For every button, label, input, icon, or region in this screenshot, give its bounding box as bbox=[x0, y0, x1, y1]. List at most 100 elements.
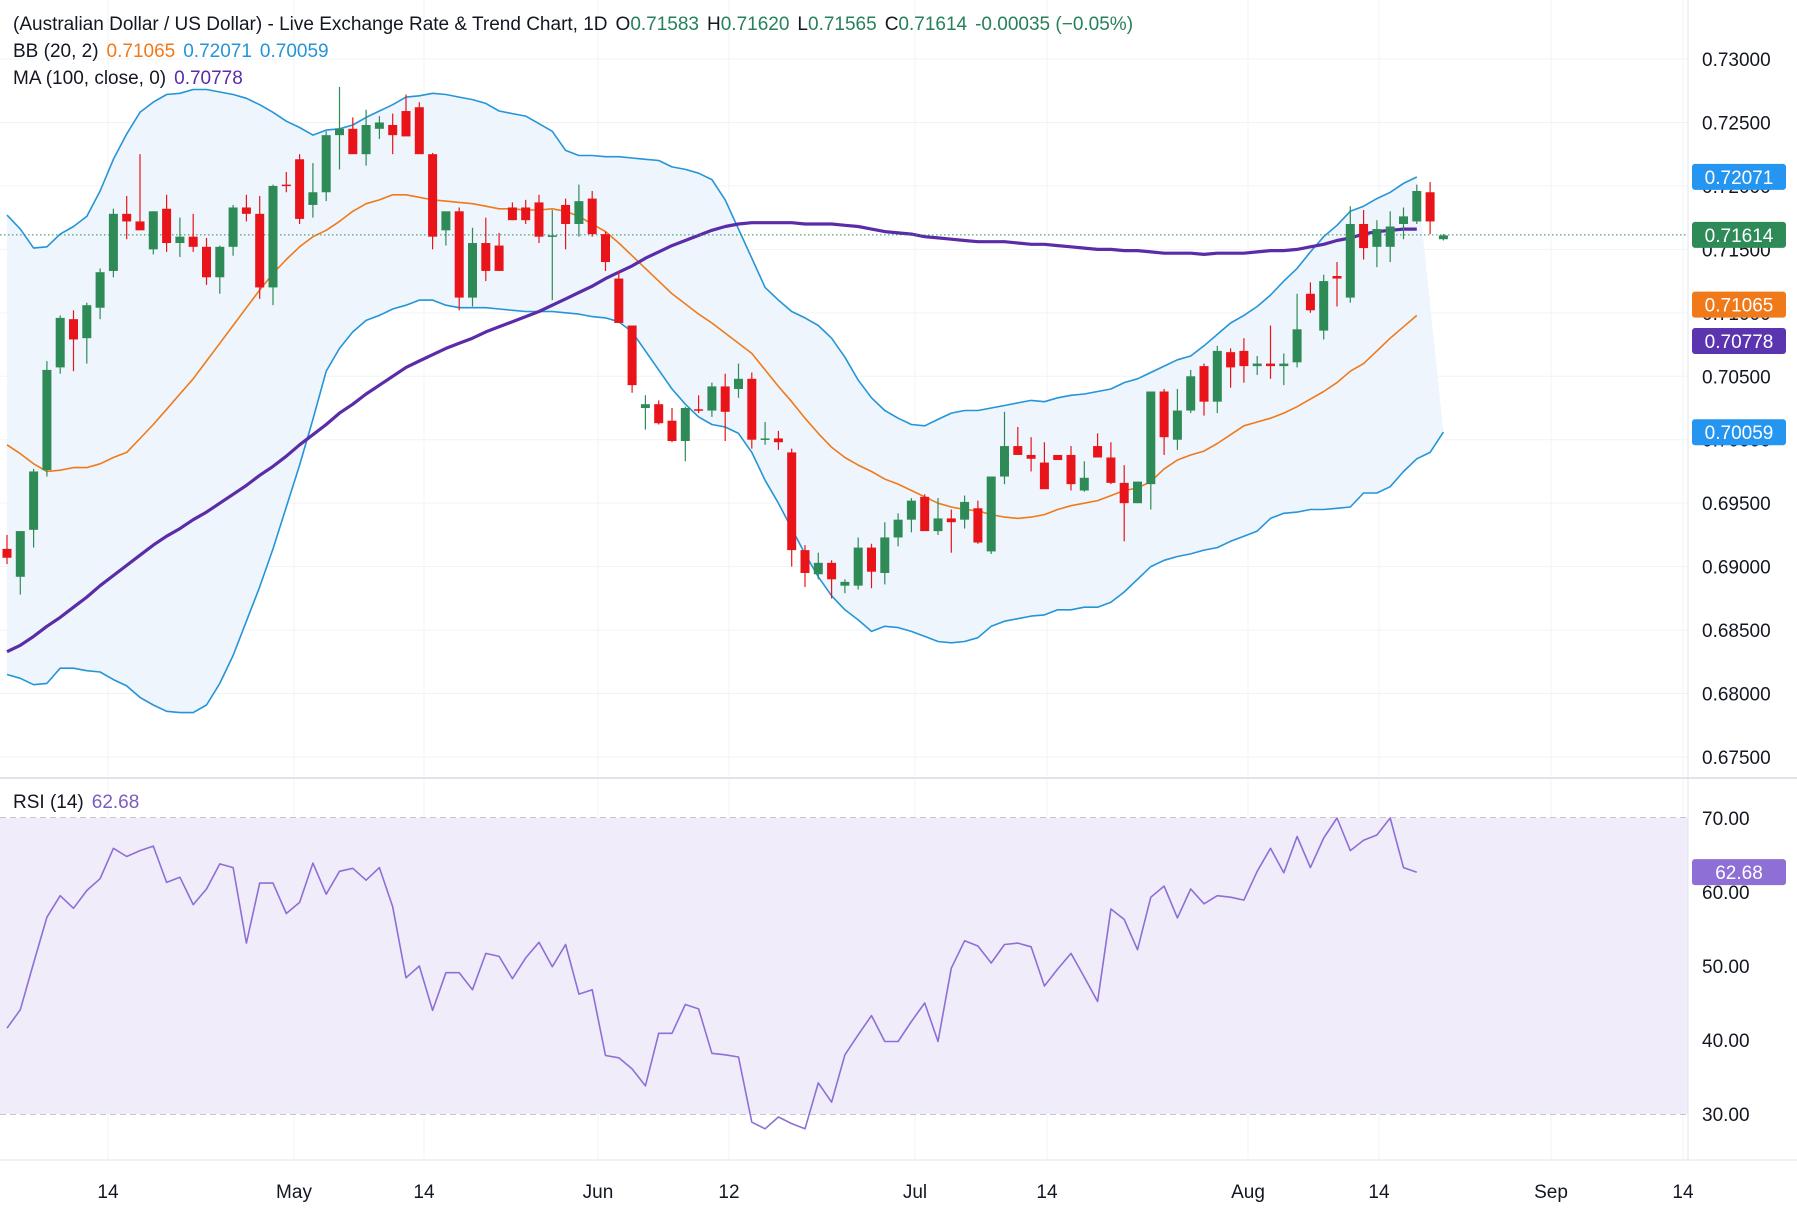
candle-body bbox=[986, 476, 996, 552]
candle-body bbox=[800, 550, 810, 573]
candle bbox=[481, 217, 491, 282]
candle-body bbox=[960, 501, 970, 520]
candle-body bbox=[614, 278, 624, 323]
candle bbox=[534, 194, 544, 244]
candle bbox=[1266, 325, 1275, 379]
candle-body bbox=[720, 386, 730, 412]
candle-body bbox=[388, 124, 398, 136]
ma-legend: MA (100, close, 0) 0.70778 bbox=[13, 68, 251, 90]
candle-body bbox=[933, 518, 943, 532]
candle-body bbox=[321, 135, 331, 193]
y-tick-label: 0.73000 bbox=[1702, 50, 1771, 71]
candle-body bbox=[534, 202, 544, 237]
candle-body bbox=[707, 386, 717, 411]
candle-body bbox=[1186, 376, 1196, 411]
candle-body bbox=[853, 547, 863, 586]
candle bbox=[1186, 369, 1196, 414]
candle-body bbox=[1119, 482, 1129, 504]
candle-body bbox=[1066, 454, 1076, 485]
candle-body bbox=[1279, 363, 1289, 367]
candle-body bbox=[574, 201, 584, 224]
candle bbox=[414, 102, 424, 155]
candle-body bbox=[680, 408, 690, 441]
candle-body bbox=[587, 198, 597, 235]
candle bbox=[1066, 446, 1076, 491]
candle-body bbox=[454, 211, 464, 298]
candle-body bbox=[108, 213, 118, 271]
lower-band-price-tag-bg bbox=[1692, 419, 1786, 446]
mid-band-price-tag: 0.71065 bbox=[1705, 296, 1774, 317]
candle bbox=[1159, 388, 1169, 455]
candlestick-series[interactable] bbox=[2, 86, 1448, 599]
candle bbox=[667, 408, 677, 443]
candle bbox=[694, 395, 704, 414]
candle bbox=[241, 194, 251, 222]
high-value: 0.71620 bbox=[720, 14, 790, 35]
candle bbox=[188, 213, 198, 252]
candle bbox=[561, 198, 571, 250]
candle bbox=[707, 382, 717, 417]
candle-body bbox=[1266, 363, 1275, 367]
candle bbox=[281, 171, 291, 193]
candle-body bbox=[188, 236, 198, 247]
candle-body bbox=[468, 243, 477, 298]
candle-body bbox=[361, 124, 371, 155]
candle-body bbox=[15, 531, 25, 577]
bb-upper-line bbox=[6, 88, 1418, 427]
candle bbox=[2, 534, 12, 565]
candle bbox=[122, 196, 132, 240]
ma-price-tag: 0.70778 bbox=[1705, 332, 1774, 353]
candle bbox=[946, 509, 956, 553]
candle-body bbox=[906, 500, 916, 520]
candle bbox=[960, 495, 970, 529]
candle bbox=[813, 552, 823, 580]
x-tick-label: Aug bbox=[1231, 1182, 1265, 1203]
candle-body bbox=[1106, 457, 1116, 483]
candle-body bbox=[241, 207, 251, 214]
candle-body bbox=[374, 122, 384, 129]
candle bbox=[348, 117, 358, 155]
candle-body bbox=[601, 234, 610, 263]
candle bbox=[361, 109, 371, 166]
candle-body bbox=[29, 471, 39, 530]
candle-body bbox=[773, 438, 783, 443]
candle bbox=[640, 395, 650, 430]
candle bbox=[773, 430, 783, 450]
candle bbox=[1372, 220, 1382, 268]
candle bbox=[720, 373, 730, 441]
candle-body bbox=[1252, 363, 1262, 367]
candle bbox=[321, 131, 331, 202]
candle-body bbox=[1319, 281, 1329, 331]
rsi-band-fill bbox=[0, 818, 1688, 1114]
candle-body bbox=[827, 562, 837, 580]
candle bbox=[986, 476, 996, 554]
candle-body bbox=[202, 246, 211, 278]
close-label: C bbox=[884, 14, 899, 35]
candle-body bbox=[268, 185, 278, 288]
candle-body bbox=[1305, 293, 1315, 311]
candle bbox=[627, 325, 637, 393]
candle-body bbox=[1133, 481, 1142, 504]
candle-body bbox=[1399, 216, 1408, 224]
candle bbox=[55, 315, 65, 374]
low-label: L bbox=[797, 14, 808, 35]
x-tick-label: Sep bbox=[1534, 1182, 1568, 1203]
candle-body bbox=[840, 581, 850, 586]
rsi-series bbox=[6, 817, 1418, 1130]
candle bbox=[1199, 363, 1209, 416]
candle bbox=[853, 537, 863, 590]
candle-body bbox=[1425, 192, 1435, 222]
candle bbox=[614, 270, 624, 323]
candle bbox=[654, 400, 664, 425]
candle bbox=[335, 86, 344, 170]
candle bbox=[920, 494, 930, 532]
candle-body bbox=[1079, 477, 1089, 491]
candle-body bbox=[122, 213, 132, 222]
y-tick-label: 0.68000 bbox=[1702, 685, 1771, 706]
high-label: H bbox=[707, 14, 721, 35]
price-labels: 0.72071 0.71614 0.71065 0.70778 0.70059 62.68 bbox=[1692, 163, 1786, 886]
bb-lower-value: 0.70059 bbox=[259, 41, 329, 62]
candle bbox=[1385, 211, 1395, 263]
candle-body bbox=[760, 438, 770, 440]
